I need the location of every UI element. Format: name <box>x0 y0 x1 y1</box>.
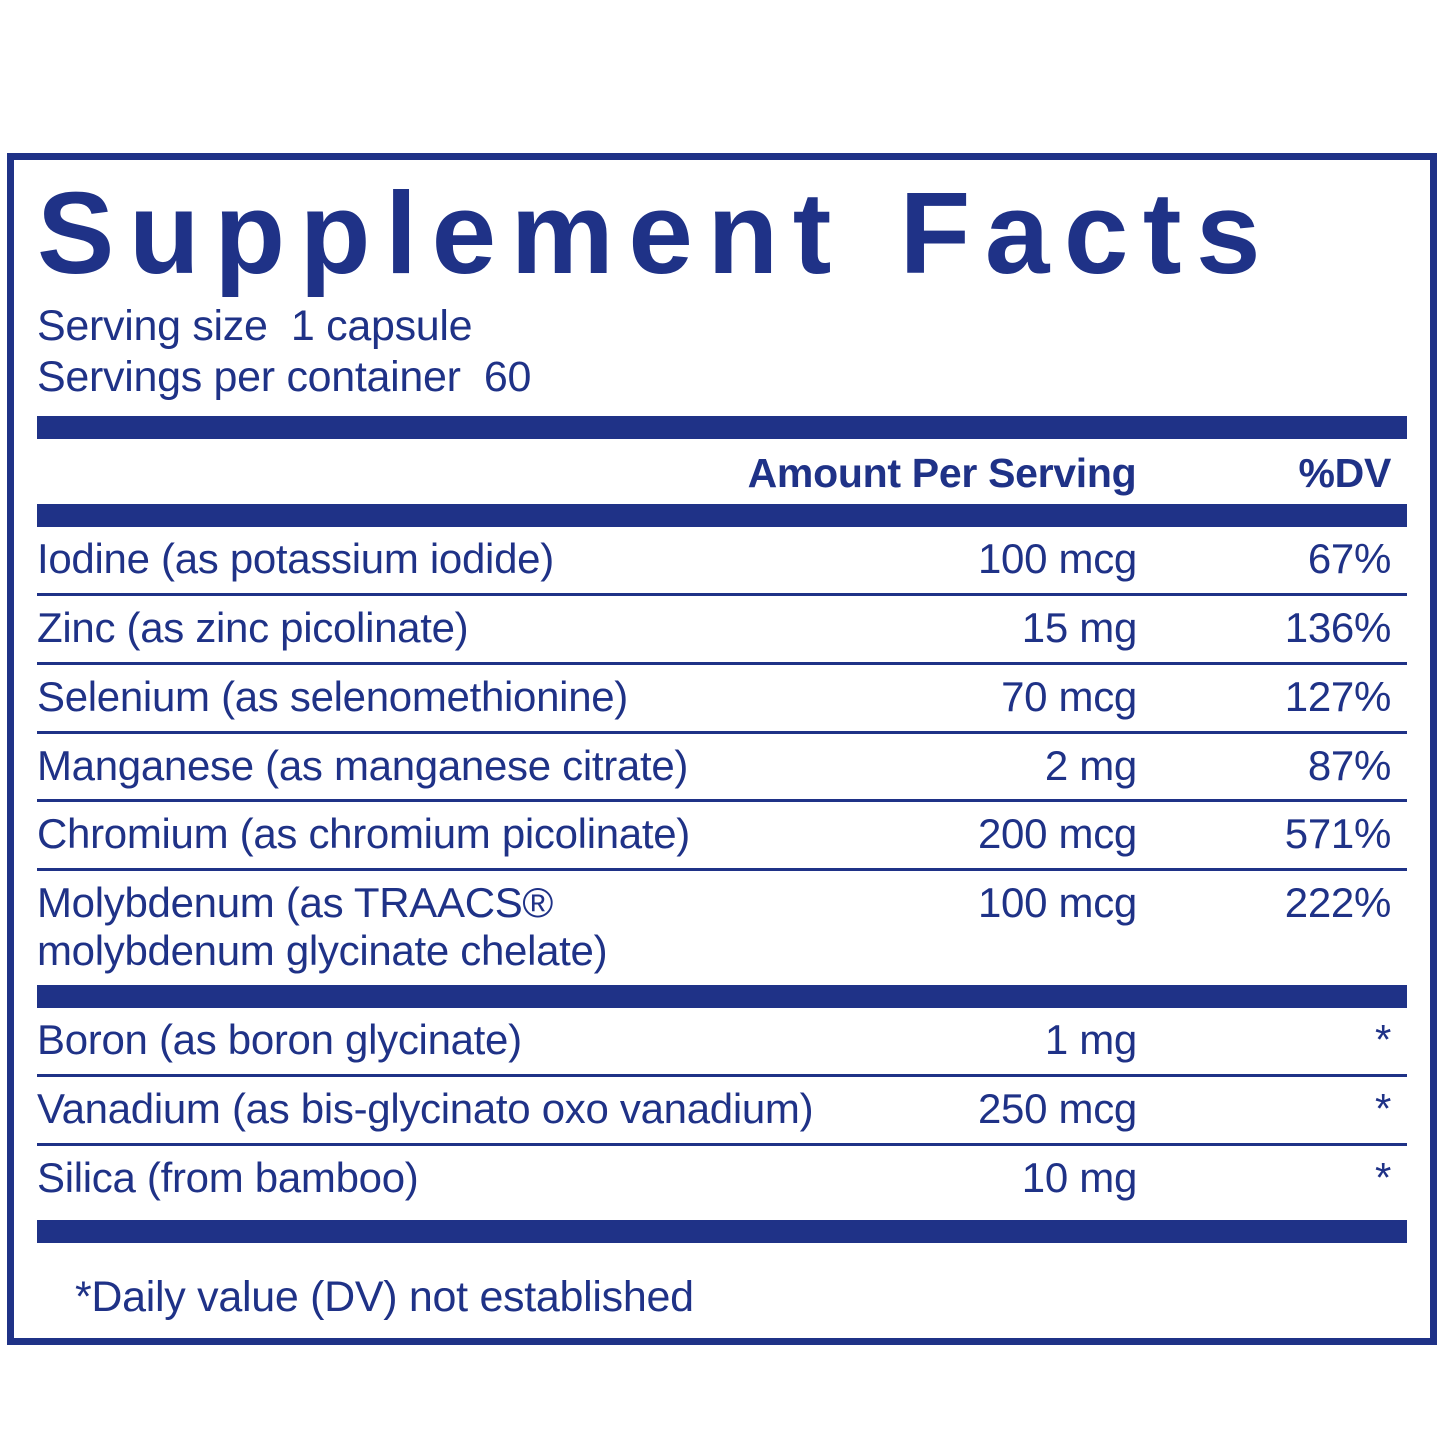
ingredient-name: Manganese (as manganese citrate) <box>37 741 689 789</box>
supplement-facts-panel: Supplement Facts Serving size 1 capsule … <box>7 153 1437 1345</box>
percent-dv-value: 87% <box>1307 741 1391 789</box>
amount-per-serving-value: 1 mg <box>1044 1016 1137 1064</box>
table-row: Boron (as boron glycinate) 1 mg * <box>37 1008 1407 1077</box>
percent-dv-value: * <box>1374 1084 1391 1132</box>
ingredient-name: Boron (as boron glycinate) <box>37 1016 522 1064</box>
table-row: Vanadium (as bis-glycinato oxo vanadium)… <box>37 1077 1407 1146</box>
table-row: Chromium (as chromium picolinate) 200 mc… <box>37 802 1407 872</box>
amount-per-serving-value: 10 mg <box>1021 1153 1138 1201</box>
serving-size-line: Serving size 1 capsule <box>37 301 473 350</box>
amount-per-serving-value: 2 mg <box>1044 741 1137 789</box>
ingredient-name: Iodine (as potassium iodide) <box>37 534 554 582</box>
ingredient-name-cell: Molybdenum (as TRAACS® molybdenum glycin… <box>37 879 727 975</box>
percent-dv-value: 222% <box>1284 879 1392 927</box>
percent-dv-value: 67% <box>1307 534 1391 582</box>
percent-dv-value: * <box>1374 1153 1391 1201</box>
divider-bar-top <box>37 415 1407 439</box>
table-row: Iodine (as potassium iodide) 100 mcg 67% <box>37 527 1407 596</box>
ingredient-name-cell: Chromium (as chromium picolinate) <box>37 810 727 858</box>
table-row: Silica (from bamboo) 10 mg * <box>37 1146 1407 1212</box>
table-row: Molybdenum (as TRAACS® molybdenum glycin… <box>37 871 1407 985</box>
table-row: Zinc (as zinc picolinate) 15 mg 136% <box>37 596 1407 665</box>
page-title: Supplement Facts <box>37 168 1276 298</box>
ingredient-name: Chromium (as chromium picolinate) <box>37 810 690 858</box>
ingredient-name-cell: Iodine (as potassium iodide) <box>37 535 727 583</box>
servings-per-container-line: Servings per container 60 <box>37 353 532 402</box>
table-header-row: Amount Per Serving %DV <box>37 439 1407 504</box>
divider-bar-header <box>37 503 1407 527</box>
amount-per-serving-value: 70 mcg <box>1001 672 1137 720</box>
table-row: Manganese (as manganese citrate) 2 mg 87… <box>37 734 1407 803</box>
ingredient-name: Molybdenum (as TRAACS® molybdenum glycin… <box>37 879 608 975</box>
secondary-rows-group: Boron (as boron glycinate) 1 mg * Vanadi… <box>37 1008 1407 1212</box>
ingredient-name: Selenium (as selenomethionine) <box>37 672 628 720</box>
divider-bar-middle <box>37 985 1407 1009</box>
percent-dv-value: 571% <box>1284 810 1392 858</box>
amount-per-serving-value: 100 mcg <box>978 879 1137 927</box>
percent-dv-value: 127% <box>1284 672 1392 720</box>
amount-per-serving-value: 100 mcg <box>978 534 1137 582</box>
ingredient-name-cell: Selenium (as selenomethionine) <box>37 673 727 721</box>
ingredient-name-cell: Manganese (as manganese citrate) <box>37 742 727 790</box>
ingredient-name: Silica (from bamboo) <box>37 1153 419 1201</box>
amount-per-serving-header: Amount Per Serving <box>747 449 1137 496</box>
ingredient-name-cell: Silica (from bamboo) <box>37 1154 727 1202</box>
ingredient-name: Zinc (as zinc picolinate) <box>37 603 469 651</box>
amount-per-serving-value: 250 mcg <box>978 1084 1137 1132</box>
ingredient-name-cell: Zinc (as zinc picolinate) <box>37 604 727 652</box>
daily-value-footnote: *Daily value (DV) not established <box>75 1272 694 1321</box>
ingredient-name-cell: Boron (as boron glycinate) <box>37 1016 727 1064</box>
ingredient-name-cell: Vanadium (as bis-glycinato oxo vanadium) <box>37 1085 814 1133</box>
percent-dv-header: %DV <box>1298 449 1391 496</box>
divider-bar-bottom <box>37 1219 1407 1243</box>
amount-per-serving-value: 15 mg <box>1021 603 1138 651</box>
percent-dv-value: 136% <box>1284 603 1392 651</box>
table-row: Selenium (as selenomethionine) 70 mcg 12… <box>37 665 1407 734</box>
amount-per-serving-value: 200 mcg <box>978 810 1137 858</box>
main-rows-group: Iodine (as potassium iodide) 100 mcg 67%… <box>37 527 1407 985</box>
ingredient-name: Vanadium (as bis-glycinato oxo vanadium) <box>37 1084 814 1132</box>
percent-dv-value: * <box>1374 1016 1391 1064</box>
